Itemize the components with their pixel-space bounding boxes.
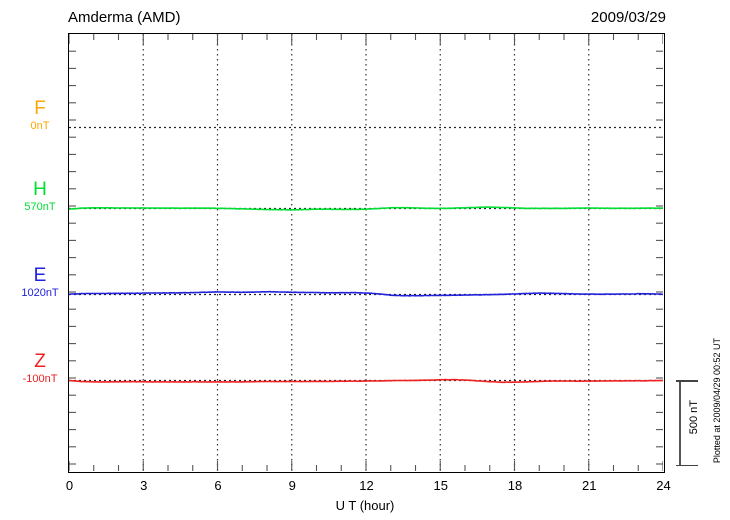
plot-svg <box>69 34 663 471</box>
x-tick-label: 24 <box>656 478 671 493</box>
x-tick-label: 3 <box>140 478 148 493</box>
component-letter-f: F <box>34 98 46 119</box>
scale-bar <box>676 380 698 466</box>
component-label-e: E 1020nT <box>14 266 66 299</box>
trace-e <box>69 290 663 297</box>
x-tick-label: 12 <box>359 478 374 493</box>
trace-h <box>69 206 663 211</box>
scale-bar-label: 500 nT <box>688 400 700 435</box>
component-label-f: F 0nT <box>14 99 66 132</box>
component-letter-e: E <box>33 265 47 286</box>
component-value-z: -100nT <box>22 373 58 385</box>
x-axis-title: U T (hour) <box>335 498 395 513</box>
trace-z <box>69 378 663 384</box>
component-value-h: 570nT <box>24 201 56 213</box>
scale-bar-cap-top <box>676 380 698 382</box>
component-value-e: 1020nT <box>21 287 59 299</box>
component-value-f: 0nT <box>30 120 50 132</box>
x-tick-label: 9 <box>288 478 296 493</box>
plot-canvas <box>69 34 664 472</box>
component-label-z: Z -100nT <box>14 352 66 385</box>
component-letter-h: H <box>33 179 47 200</box>
page-title: Amderma (AMD) <box>68 9 181 26</box>
scale-bar-cap-bottom <box>676 464 698 466</box>
component-letter-z: Z <box>34 351 46 372</box>
plot-frame <box>68 33 665 473</box>
component-label-h: H 570nT <box>14 180 66 213</box>
x-tick-label: 15 <box>433 478 448 493</box>
x-tick-label: 6 <box>214 478 222 493</box>
scale-bar-line <box>679 380 681 466</box>
x-tick-label: 18 <box>507 478 523 493</box>
x-tick-label: 21 <box>582 478 597 493</box>
x-tick-label: 0 <box>65 478 74 493</box>
date-title: 2009/03/29 <box>590 9 666 26</box>
plot-timestamp: Plotted at 2009/04/29 00:52 UT <box>712 338 722 464</box>
